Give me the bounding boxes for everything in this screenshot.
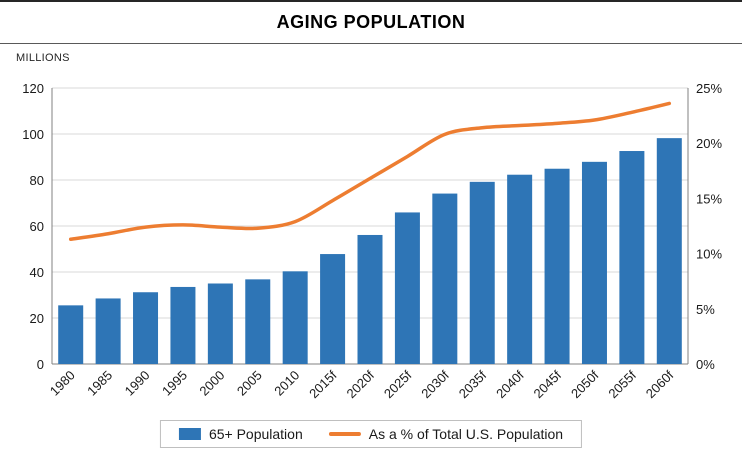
title-divider-rule [0,43,742,44]
bar [245,279,271,364]
bar [656,138,682,364]
bar [432,193,458,364]
category-label: 2050f [568,367,602,401]
category-label: 2005 [234,368,265,399]
left-axis-tick-label: 80 [30,173,44,188]
legend-bar-swatch-icon [178,428,201,440]
bar [357,234,383,364]
left-axis-unit-label: MILLIONS [16,52,70,64]
left-axis-tick-label: 20 [30,311,44,326]
bar [58,305,84,364]
left-axis-tick-label: 40 [30,265,44,280]
right-axis-tick-label: 0% [696,357,715,372]
right-axis-tick-label: 25% [696,81,722,96]
bar [170,286,196,364]
category-label: 2030f [418,367,452,401]
bar [619,151,645,364]
category-label: 2010 [271,368,302,399]
legend: 65+ Population As a % of Total U.S. Popu… [159,420,583,448]
right-axis-tick-label: 10% [696,247,722,262]
legend-item-percent: As a % of Total U.S. Population [328,426,564,442]
bar [320,254,346,364]
category-label: 1990 [122,368,153,399]
right-axis-tick-label: 5% [696,302,715,317]
legend-label-percent: As a % of Total U.S. Population [368,426,564,442]
bar [469,181,495,364]
category-label: 2045f [531,367,565,401]
left-axis-tick-label: 60 [30,219,44,234]
legend-item-population: 65+ Population [178,426,303,442]
category-label: 2015f [306,367,340,401]
bar [95,298,121,364]
bar [207,283,233,364]
bar [544,168,570,364]
category-label: 2020f [344,367,378,401]
legend-line-swatch-icon [328,432,361,436]
chart-title: AGING POPULATION [276,12,466,32]
left-axis-tick-label: 120 [22,81,44,96]
category-label: 1985 [84,368,115,399]
left-axis-tick-label: 0 [37,357,44,372]
category-label: 2000 [196,368,227,399]
category-label: 1980 [47,368,78,399]
category-label: 2055f [605,367,639,401]
bar [282,271,308,364]
right-axis-tick-label: 20% [696,136,722,151]
category-label: 2035f [456,367,490,401]
right-axis-tick-label: 15% [696,191,722,206]
top-border-rule [0,0,742,2]
category-label: 2060f [643,367,677,401]
bar [394,212,420,364]
bar [507,174,533,364]
legend-label-population: 65+ Population [208,426,303,442]
category-label: 2025f [381,367,415,401]
category-label: 1995 [159,368,190,399]
category-label: 2040f [493,367,527,401]
bar [581,161,607,364]
trend-line [68,101,672,241]
left-axis-tick-label: 100 [22,127,44,142]
bar [133,292,159,364]
